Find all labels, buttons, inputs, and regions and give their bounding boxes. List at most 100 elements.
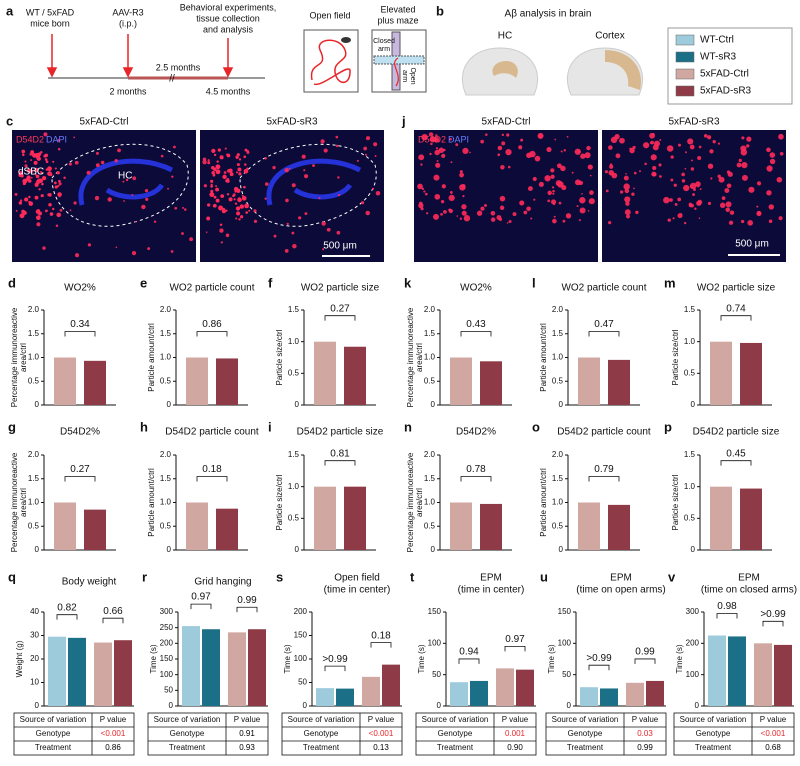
plaque <box>41 182 44 186</box>
plaque <box>29 152 33 156</box>
plaque <box>696 185 700 188</box>
plaque <box>58 179 61 183</box>
plaque <box>689 144 695 150</box>
bar <box>774 644 792 706</box>
plaque <box>441 184 446 189</box>
chart-title: D54D2 particle count <box>557 427 651 438</box>
bar <box>314 486 336 550</box>
plaque <box>766 190 772 196</box>
plaque <box>224 147 227 150</box>
plaque <box>219 155 224 160</box>
y-tick-label: 50 <box>562 670 571 679</box>
break: // <box>169 74 175 85</box>
region-label: HC <box>118 171 132 182</box>
label: Open <box>409 67 416 84</box>
image-title: 5xFAD-Ctrl <box>482 117 531 128</box>
y-tick-label: 0.5 <box>424 376 436 385</box>
y-tick-label: 30 <box>30 631 39 640</box>
label: Cortex <box>595 31 624 42</box>
panel-letter: b <box>436 3 444 18</box>
panel-letter: e <box>140 275 147 290</box>
bar <box>314 341 336 405</box>
plaque <box>73 136 76 139</box>
label: (i.p.) <box>119 18 137 28</box>
plaque <box>226 169 231 173</box>
y-axis-label: Time (s) <box>547 644 556 673</box>
plaque <box>213 153 217 157</box>
y-tick-label: 10 <box>30 678 39 687</box>
p-value: 0.78 <box>466 464 486 475</box>
plaque <box>40 150 43 154</box>
plaque <box>670 178 674 182</box>
chart-panel: n D54D2% Percentage immunoreactive area/ctr… <box>404 419 512 554</box>
table-header: Source of variation <box>422 715 489 724</box>
plaque <box>22 181 26 186</box>
plaque <box>605 189 609 193</box>
plaque <box>87 243 92 247</box>
plaque <box>284 249 289 253</box>
plaque <box>589 174 592 177</box>
micrograph-labels: D54D2 DAPI dSBC HC 500 μm D54D2 DAPI 500… <box>16 134 780 257</box>
y-tick-label: 100 <box>428 638 442 647</box>
chart-panel: f WO2 particle size Particle size/ctrl 0 0.5… <box>268 275 380 409</box>
plaque <box>698 145 702 149</box>
bar <box>578 502 600 550</box>
plaque <box>207 159 210 162</box>
plaque <box>769 158 776 165</box>
y-tick-label: 1.0 <box>684 482 696 491</box>
plaque <box>323 148 328 153</box>
plaque <box>512 212 517 217</box>
table-header: Source of variation <box>154 715 221 724</box>
plaque <box>238 172 242 176</box>
chart-panel: s Open field(time in center) Time (s) 0 50 10… <box>276 569 403 756</box>
panel-letter: g <box>8 419 16 434</box>
table-cell: Treatment <box>437 743 474 752</box>
plaque <box>56 212 62 218</box>
plaque <box>115 246 118 249</box>
panel-letter: o <box>532 419 540 434</box>
plaque <box>683 221 687 225</box>
y-axis-label: Time (s) <box>283 644 292 673</box>
plaque <box>241 196 247 201</box>
plaque <box>228 197 233 202</box>
y-tick-label: 0 <box>167 400 172 409</box>
plaque <box>235 206 241 211</box>
bar <box>600 688 618 706</box>
plaque <box>418 154 425 161</box>
plaque <box>625 172 627 175</box>
y-tick-label: 1.0 <box>160 498 172 507</box>
plaque <box>624 188 630 194</box>
plaque <box>337 176 340 179</box>
chart-title: WO2% <box>64 283 96 294</box>
plaque <box>707 201 712 206</box>
table-cell: <0.001 <box>101 729 126 738</box>
plaque <box>756 205 759 208</box>
plaque <box>685 151 687 154</box>
table-cell: 0.13 <box>373 743 389 752</box>
comparison-bracket <box>196 331 228 337</box>
bar <box>362 676 380 706</box>
plaque <box>699 188 702 191</box>
plaque <box>659 175 662 178</box>
y-tick-label: 150 <box>294 631 308 640</box>
plaque <box>222 174 227 180</box>
plaque <box>235 171 239 174</box>
legend-label: WT-sR3 <box>700 52 737 63</box>
label: Elevated <box>380 4 415 14</box>
chart-panel: l WO2 particle count Particle amount/ctrl 0… <box>532 275 647 409</box>
y-tick-label: 0.5 <box>552 376 564 385</box>
arena <box>303 29 359 93</box>
label: tissue collection <box>196 13 260 23</box>
plaque <box>709 149 714 154</box>
y-tick-label: 300 <box>160 607 174 616</box>
plaque <box>147 247 151 251</box>
plaque <box>619 137 625 144</box>
plaque <box>703 134 708 138</box>
plaque <box>677 197 682 202</box>
plaque <box>217 148 222 152</box>
plaque <box>321 221 326 226</box>
label: 4.5 months <box>206 86 251 96</box>
micrographs: c 5xFAD-Ctrl 5xFAD-sR3 j 5xFAD-Ctrl 5xFA… <box>6 113 786 262</box>
plaque <box>681 172 685 177</box>
plaque <box>55 224 59 228</box>
